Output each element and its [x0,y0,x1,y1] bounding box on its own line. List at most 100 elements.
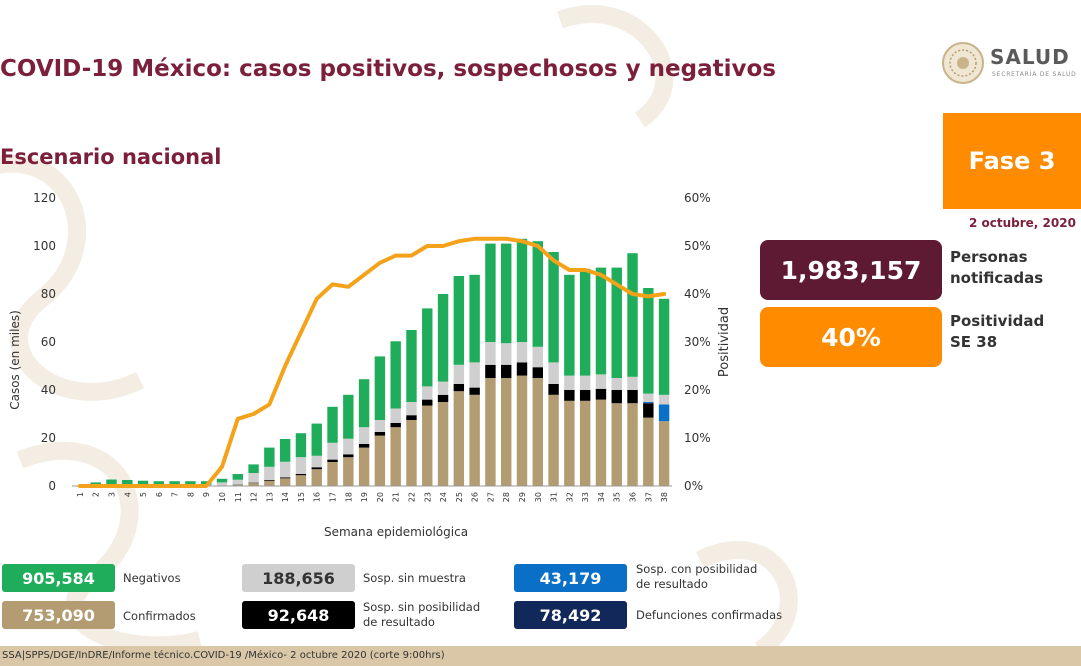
y-tick-label: 120 [33,191,56,205]
page-title: COVID-19 México: casos positivos, sospec… [0,56,776,82]
bar-sin_posibilidad [611,390,622,404]
bar-confirmados [501,378,512,486]
x-tick-label: 20 [376,492,385,502]
y-tick-label: 40 [41,383,56,397]
bar-sin_posibilidad [595,388,607,400]
bar-confirmados [248,483,259,486]
legend-label-sin_muestra: Sosp. sin muestra [363,571,466,585]
y-tick-label: 0 [48,479,56,493]
bar-negativos [564,274,575,376]
x-tick-label: 19 [360,492,369,502]
x-tick-label: 30 [534,492,543,502]
bar-confirmados [327,462,338,486]
bar-sin_posibilidad [437,394,449,402]
y2-tick-label: 60% [684,191,711,205]
bar-negativos [232,474,243,480]
legend-value-sin_muestra: 188,656 [242,564,355,592]
x-axis-ticks: 1 2 3 4 5 6 7 8 9 10 11 12 13 14 15 16 17 18 19 20 21 22 23 24 2… [76,492,669,502]
bar-confirmados [579,400,591,486]
legend-label-con_posibilidad: Sosp. con posibilidad de resultado [636,562,758,591]
bar-sin_muestra [532,346,543,368]
x-tick-label: 21 [392,492,401,502]
bar-negativos [169,481,180,486]
x-tick-label: 13 [265,492,274,502]
logo-subtext: SECRETARÍA DE SALUD [992,71,1077,78]
bar-confirmados [279,478,291,486]
x-tick-label: 6 [155,492,164,497]
legend-value-sin_posibilidad: 92,648 [242,601,355,629]
footer-source: SSA|SPPS/DGE/InDRE/Informe técnico.COVID… [0,646,1081,666]
bar-negativos [264,447,275,467]
bar-sin_muestra [216,482,228,486]
bar-sin_muestra [311,455,322,468]
bar-sin_muestra [232,479,243,485]
x-tick-label: 35 [613,492,622,502]
bar-confirmados [485,378,496,486]
bar-sin_posibilidad [295,474,307,476]
bar-negativos [501,243,512,344]
legend-value-defunciones: 78,492 [514,601,627,629]
x-tick-label: 17 [329,492,338,502]
x-tick-label: 15 [297,492,306,502]
bar-sin_muestra [390,408,401,423]
bar-sin_muestra [516,342,528,363]
bar-sin_posibilidad [358,444,370,448]
salud-logo: SALUD SECRETARÍA DE SALUD [940,40,1080,86]
bar-confirmados [358,447,370,486]
bar-sin_muestra [279,461,291,478]
bar-confirmados [516,375,528,486]
y-tick-label: 80 [41,287,56,301]
legend-label-confirmados: Confirmados [123,609,196,623]
bar-negativos [658,298,670,395]
y-tick-label: 100 [33,239,56,253]
bar-negativos [516,238,528,342]
bar-sin_posibilidad [422,399,433,406]
bar-sin_muestra [658,394,670,405]
x-tick-label: 29 [518,492,527,502]
bar-negativos [137,480,149,486]
bar-negativos [469,274,480,363]
bar-sin_muestra [469,362,480,388]
x-tick-label: 26 [471,492,480,502]
bar-confirmados [564,400,575,486]
bar-sin_muestra [358,427,370,444]
bar-confirmados [453,391,465,486]
bar-sin_posibilidad [501,364,512,378]
bar-sin_posibilidad [453,384,465,392]
bar-confirmados [643,417,654,486]
page-subtitle: Escenario nacional [0,145,222,169]
bar-confirmados [658,421,670,486]
bar-confirmados [627,403,638,486]
x-tick-label: 25 [455,492,464,502]
x-tick-label: 3 [107,492,116,497]
bar-confirmados [469,394,480,486]
bar-sin_posibilidad [311,467,322,470]
bar-sin_posibilidad [579,390,591,401]
legend-value-negativos: 905,584 [2,564,115,592]
y2-tick-label: 50% [684,239,711,253]
x-tick-label: 7 [171,492,180,497]
bar-negativos [595,267,607,375]
bar-confirmados [422,405,433,486]
logo-word: SALUD [990,45,1070,69]
legend-value-confirmados: 753,090 [2,601,115,629]
bar-confirmados [232,484,243,486]
x-tick-label: 11 [234,492,243,502]
bars [90,238,670,486]
bar-negativos [122,480,133,485]
bar-negativos [216,478,228,483]
bar-confirmados [437,402,449,486]
positivity-label-line1: Positividad [950,312,1045,330]
bar-sin_posibilidad [469,387,480,395]
bar-sin_posibilidad [548,384,559,395]
y2-tick-label: 0% [684,479,703,493]
bar-negativos [311,423,322,456]
x-tick-label: 27 [486,492,495,502]
bar-sin_muestra [374,420,386,432]
bar-sin_muestra [501,343,512,365]
bar-sin_posibilidad [327,459,338,462]
notified-label: Personas notificadas [950,247,1080,289]
bar-con_posibilidad [643,402,654,404]
bar-negativos [390,341,401,409]
